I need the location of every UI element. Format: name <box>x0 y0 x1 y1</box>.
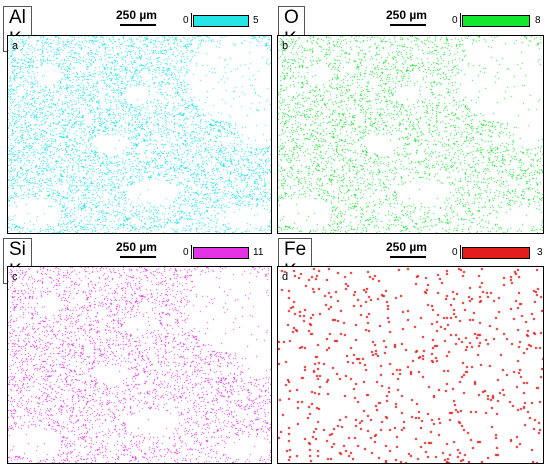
dot-map-al <box>8 36 271 233</box>
colorbar-tick-al <box>191 13 192 27</box>
colorbar-max-o: 8 <box>535 15 541 26</box>
dot-map-si <box>8 267 271 463</box>
map-fe: d <box>277 266 544 464</box>
map-si: c <box>7 266 272 464</box>
scale-label-si: 250 µm <box>116 240 157 254</box>
colorbar-tick-fe <box>460 245 461 259</box>
colorbar-tick-o <box>460 13 461 27</box>
colorbar-fe <box>462 247 530 259</box>
colorbar-max-fe: 3 <box>537 247 543 258</box>
scale-bar-al <box>120 24 156 26</box>
scale-label-al: 250 µm <box>116 8 157 22</box>
colorbar-min-si: 0 <box>183 247 189 258</box>
panel-letter-c: c <box>12 271 18 283</box>
scale-bar-o <box>390 24 426 26</box>
panel-letter-d: d <box>282 271 289 283</box>
panel-letter-a: a <box>12 40 19 52</box>
scale-label-fe: 250 µm <box>386 240 427 254</box>
dot-map-o <box>278 36 543 233</box>
colorbar-max-al: 5 <box>253 15 259 26</box>
colorbar-min-al: 0 <box>183 15 189 26</box>
colorbar-min-o: 0 <box>452 15 458 26</box>
panel-letter-b: b <box>282 40 289 52</box>
map-o: b <box>277 35 544 234</box>
colorbar-si <box>193 247 249 259</box>
scale-bar-fe <box>390 256 426 258</box>
colorbar-max-si: 11 <box>253 247 264 258</box>
colorbar-min-fe: 0 <box>452 247 458 258</box>
colorbar-tick-si <box>191 245 192 259</box>
map-al: a <box>7 35 272 234</box>
colorbar-al <box>193 15 249 27</box>
colorbar-o <box>462 15 530 27</box>
scale-bar-si <box>120 256 156 258</box>
dot-map-fe <box>278 267 543 463</box>
scale-label-o: 250 µm <box>386 8 427 22</box>
